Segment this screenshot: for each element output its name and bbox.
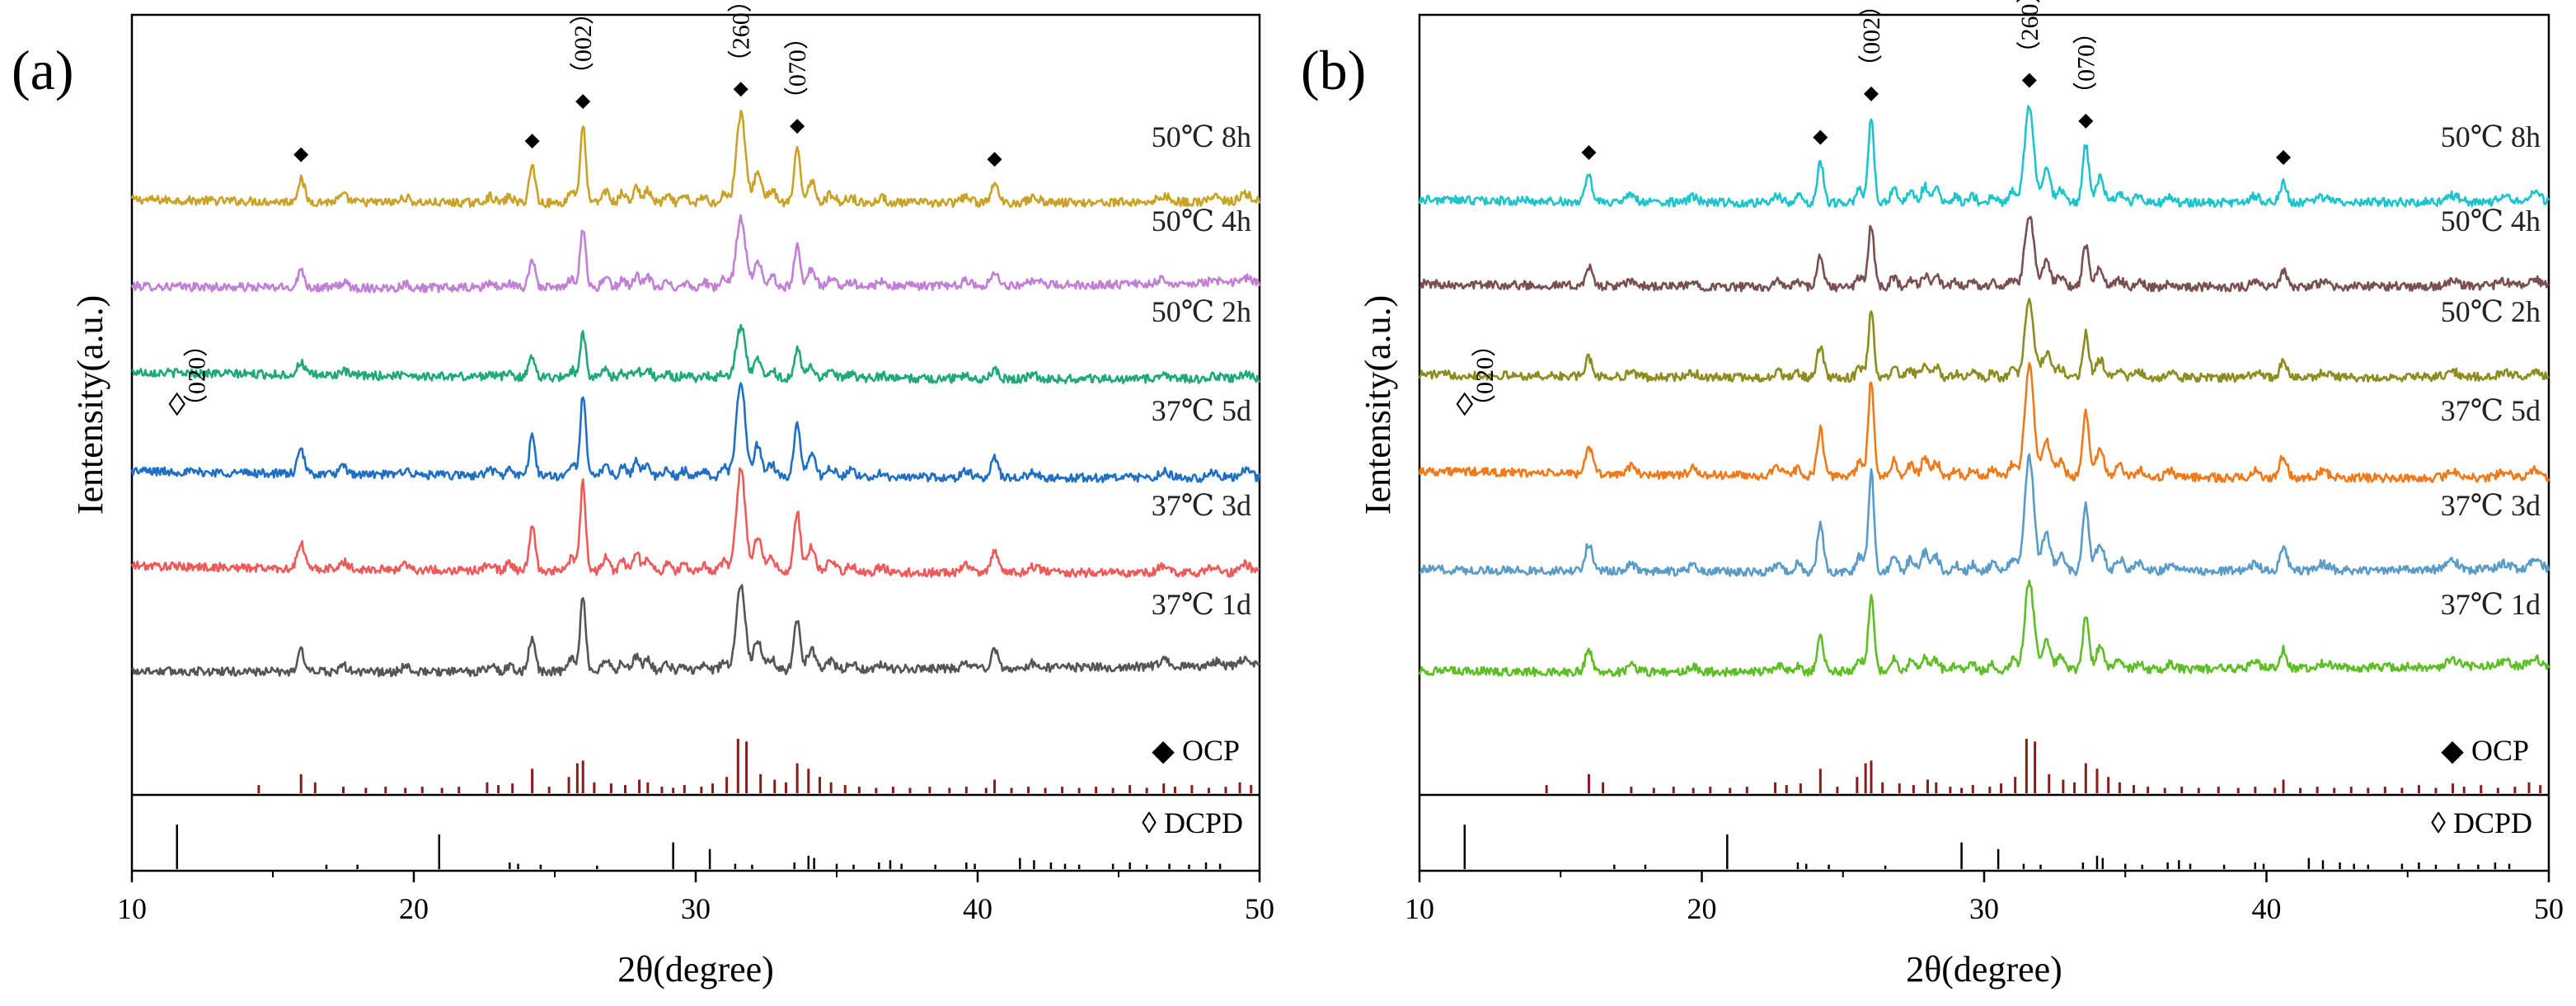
series-line — [130, 382, 1261, 483]
ocp-peak-marker — [1864, 86, 1879, 101]
x-tick-label: 20 — [399, 892, 429, 925]
series-label: 50℃ 2h — [2441, 295, 2541, 328]
ocp-peak-marker — [293, 147, 309, 162]
x-tick-label: 20 — [1687, 892, 1717, 925]
x-axis-label: 2θ(degree) — [617, 949, 774, 990]
peak-miller-label: （260） — [728, 0, 755, 74]
series-label: 37℃ 5d — [2441, 394, 2541, 427]
series-line — [1418, 362, 2550, 483]
x-axis-label: 2θ(degree) — [1906, 949, 2062, 990]
series-line — [1418, 579, 2550, 678]
series-label: 37℃ 3d — [1152, 489, 1251, 522]
ocp-peak-marker — [2021, 73, 2037, 88]
series-line — [131, 584, 1261, 678]
x-tick-label: 30 — [1969, 892, 1999, 925]
series-line — [130, 214, 1261, 294]
x-tick-label: 50 — [1245, 892, 1274, 925]
ocp-peak-marker — [1581, 144, 1597, 160]
x-tick-label: 10 — [1405, 892, 1434, 925]
dcpd-peak-marker — [168, 392, 185, 416]
series-line — [130, 467, 1260, 578]
ocp-peak-marker — [987, 152, 1002, 167]
x-tick-label: 50 — [2534, 892, 2564, 925]
ocp-peak-marker — [575, 94, 591, 110]
plot-frame — [1418, 13, 2550, 872]
dcpd-miller-label: （020） — [1471, 332, 1499, 419]
x-tick-label: 10 — [117, 892, 147, 925]
series-label: 50℃ 4h — [2441, 204, 2541, 237]
ocp-peak-marker — [1813, 129, 1828, 145]
series-label: 50℃ 4h — [1152, 204, 1251, 237]
x-tick-label: 40 — [963, 892, 992, 925]
x-tick-label: 40 — [2252, 892, 2282, 925]
panel-label: (b) — [1301, 39, 1366, 101]
panel-b: 10 20 30 40 50 2θ(degree) Ientensity(a.u.) (b) 5… — [1301, 0, 2564, 990]
peak-miller-label: （260） — [2016, 0, 2043, 65]
series-label: 37℃ 1d — [1152, 588, 1251, 621]
series-line — [1418, 105, 2550, 209]
series-label: 37℃ 3d — [2441, 489, 2541, 522]
panel-a: 10 20 30 40 50 2θ(degree) Ientensity(a.u.) (a) 5… — [12, 0, 1274, 990]
ocp-legend: ◆ OCP — [2441, 734, 2529, 767]
peak-miller-label: （070） — [784, 25, 811, 111]
dcpd-legend: ◊ DCPD — [1142, 806, 1243, 839]
series-line — [130, 110, 1261, 209]
dcpd-peak-marker — [1456, 392, 1474, 416]
ocp-peak-marker — [2078, 113, 2094, 129]
series-label: 50℃ 2h — [1152, 295, 1251, 328]
ocp-peak-marker — [524, 134, 540, 149]
series-line — [1419, 215, 2550, 293]
ocp-peak-marker — [733, 82, 748, 97]
dcpd-miller-label: （020） — [184, 332, 211, 419]
peak-miller-label: （070） — [2072, 20, 2100, 106]
series-label: 37℃ 1d — [2441, 588, 2541, 621]
y-axis-label: Ientensity(a.u.) — [1358, 295, 1398, 515]
ocp-peak-marker — [790, 119, 805, 134]
series-line — [1419, 453, 2550, 577]
series-label: 37℃ 5d — [1152, 394, 1251, 427]
ocp-legend: ◆ OCP — [1152, 734, 1240, 767]
y-axis-label: Ientensity(a.u.) — [70, 295, 110, 515]
series-line — [1418, 297, 2550, 383]
peak-miller-label: （002） — [1858, 0, 1885, 79]
ocp-peak-marker — [2276, 149, 2292, 165]
series-line — [131, 323, 1261, 384]
peak-miller-label: （002） — [570, 0, 597, 87]
panel-label: (a) — [12, 39, 73, 101]
plot-frame — [130, 13, 1261, 872]
dcpd-legend: ◊ DCPD — [2431, 806, 2532, 839]
series-label: 50℃ 8h — [2441, 120, 2541, 153]
x-tick-label: 30 — [681, 892, 711, 925]
series-label: 50℃ 8h — [1152, 120, 1251, 153]
